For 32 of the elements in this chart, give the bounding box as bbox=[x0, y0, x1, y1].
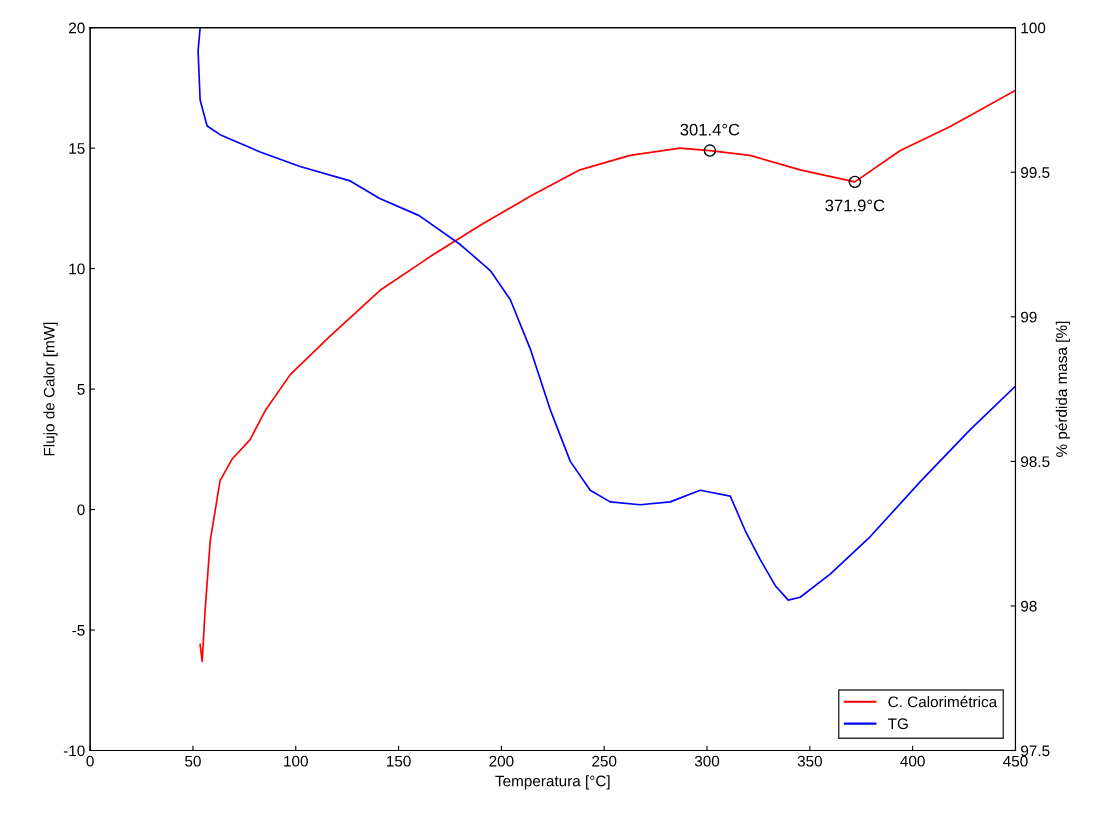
line-series bbox=[199, 89, 1016, 663]
y2-axis-title: % pérdida masa [%] bbox=[1055, 321, 1071, 457]
legend-label: C. Calorimétrica bbox=[888, 695, 998, 708]
legend-label: TG bbox=[887, 718, 908, 730]
x-tick-label: 0 bbox=[86, 755, 94, 767]
x-tick-label: 400 bbox=[900, 755, 925, 767]
y-tick-label: -10 bbox=[63, 745, 85, 757]
annotation: 301.4°C bbox=[680, 123, 740, 136]
x-tick-label: 150 bbox=[386, 755, 411, 767]
annotation: 371.9°C bbox=[825, 199, 885, 212]
x-tick-label: 50 bbox=[185, 755, 201, 767]
y2-tick-label: 100 bbox=[1021, 22, 1046, 34]
y2-tick-label: 99 bbox=[1021, 311, 1037, 323]
y-tick-label: 10 bbox=[69, 263, 85, 275]
y-axis-title: Flujo de Calor [mW] bbox=[43, 322, 58, 456]
y2-tick-label: 99.5 bbox=[1021, 167, 1050, 178]
x-tick-label: 350 bbox=[797, 755, 822, 767]
y-tick-label: 15 bbox=[69, 143, 85, 154]
x-tick-label: 100 bbox=[284, 755, 308, 767]
y2-tick-label: 98 bbox=[1021, 600, 1037, 612]
x-tick-label: 200 bbox=[489, 755, 514, 767]
x-axis-title: Temperatura [°C] bbox=[495, 775, 610, 790]
y-tick-label: 20 bbox=[69, 22, 85, 34]
x-tick-label: 250 bbox=[592, 755, 617, 767]
line-series bbox=[197, 27, 1016, 601]
y-tick-label: 5 bbox=[77, 384, 85, 395]
y-tick-label: -5 bbox=[72, 625, 85, 636]
y-tick-label: 0 bbox=[77, 504, 85, 516]
y2-tick-label: 98.5 bbox=[1021, 456, 1050, 468]
y2-tick-label: 97.5 bbox=[1021, 745, 1050, 757]
x-tick-label: 300 bbox=[694, 755, 720, 767]
x-tick-label: 450 bbox=[1003, 755, 1028, 767]
